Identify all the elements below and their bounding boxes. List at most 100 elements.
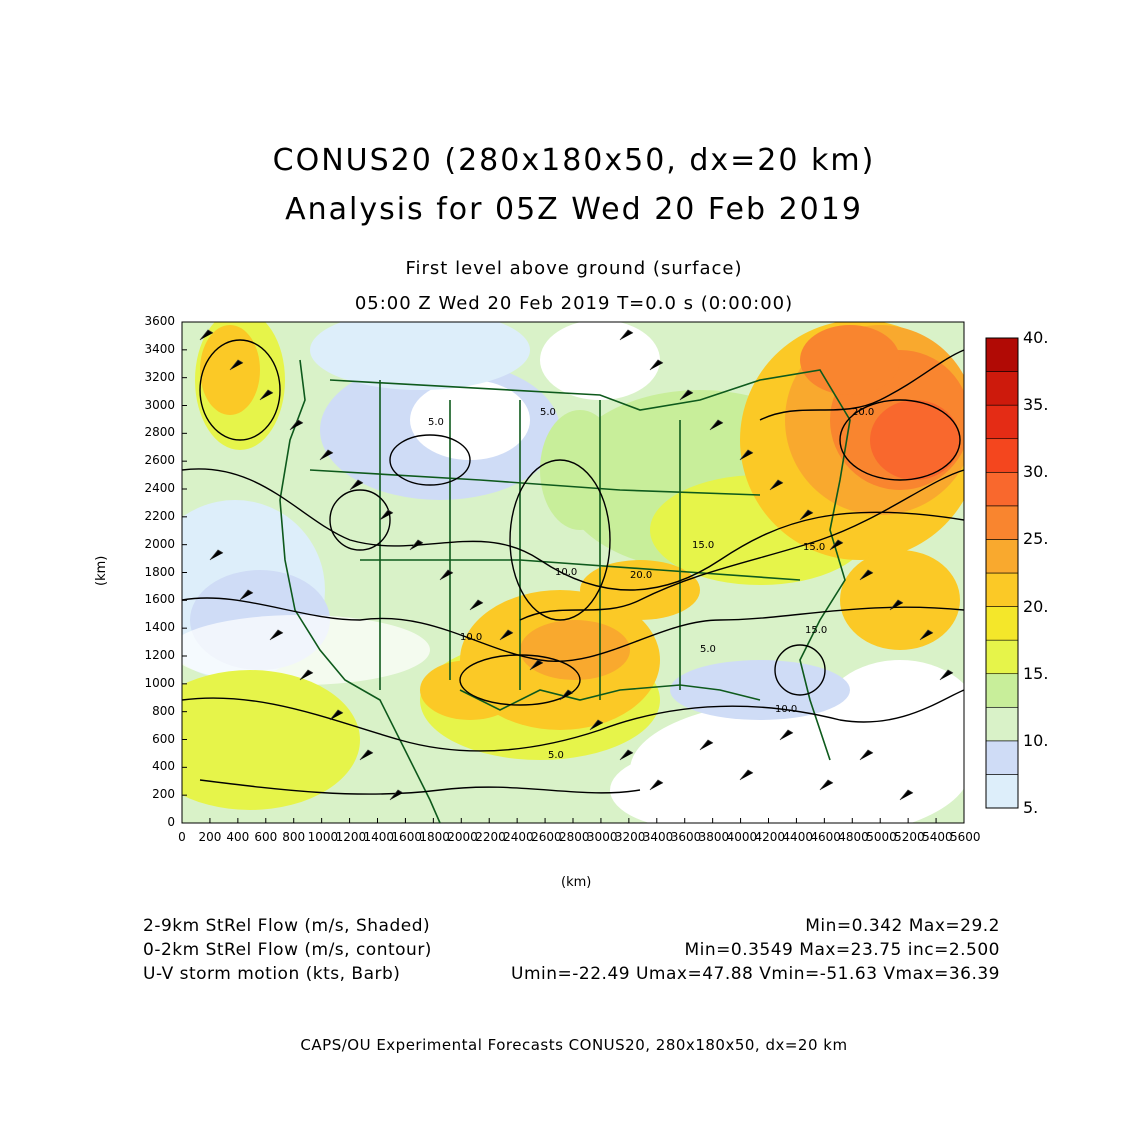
x-tick-label: 5600 — [950, 830, 981, 844]
y-tick-label: 2000 — [144, 536, 175, 551]
x-tick-label: 2000 — [447, 830, 478, 844]
x-tick-label: 2600 — [531, 830, 562, 844]
colorbar-swatch — [985, 673, 1019, 708]
colorbar-swatch — [985, 774, 1019, 809]
y-tick-label: 200 — [152, 787, 175, 802]
y-tick-label: 1400 — [144, 620, 175, 635]
x-tick-label: 4800 — [838, 830, 869, 844]
shaded-field — [182, 322, 964, 823]
colorbar-swatch — [985, 639, 1019, 675]
colorbar-label: 30. — [1023, 462, 1049, 482]
geographic-boundaries — [279, 359, 851, 823]
x-tick-label: 5400 — [922, 830, 953, 844]
colorbar-swatch — [985, 505, 1019, 540]
contour-lines — [182, 339, 964, 795]
y-tick-label: 1800 — [144, 564, 175, 579]
contour-label: 5.0 — [548, 750, 564, 761]
colorbar-label: 40. — [1023, 328, 1049, 347]
y-axis-ticks — [182, 321, 187, 824]
x-tick-label: 800 — [282, 830, 306, 844]
x-tick-label: 3600 — [670, 830, 702, 844]
x-tick-label: 1200 — [335, 830, 367, 844]
contour-label: 5.0 — [428, 417, 444, 428]
x-tick-label: 1400 — [363, 830, 395, 844]
colorbar-swatch — [985, 740, 1019, 775]
x-tick-label: 1600 — [391, 830, 422, 844]
shaded-field-name: 2-9km StRel Flow (m/s, Shaded) — [143, 916, 431, 936]
x-tick-label: 3800 — [698, 830, 730, 844]
x-tick-label: 4600 — [810, 830, 841, 844]
contour-label: 5.0 — [700, 644, 716, 655]
x-tick-label: 5200 — [894, 830, 925, 844]
y-tick-label: 2400 — [144, 481, 175, 495]
wind-barbs — [199, 329, 954, 801]
x-tick-label: 600 — [254, 830, 278, 844]
x-axis-ticks — [181, 818, 965, 823]
contour-label: 15.0 — [805, 625, 827, 636]
contour-label: 5.0 — [540, 407, 556, 418]
colorbar-swatch — [985, 404, 1019, 440]
footer-credit: CAPS/OU Experimental Forecasts CONUS20, … — [300, 1036, 848, 1054]
contour-label: 10.0 — [555, 567, 577, 578]
y-tick-label: 1600 — [144, 592, 175, 607]
y-tick-label: 0 — [167, 815, 175, 829]
x-tick-label: 2400 — [503, 830, 534, 844]
contour-label: 15.0 — [803, 542, 825, 553]
y-tick-label: 400 — [152, 759, 175, 774]
contour-label: 20.0 — [630, 570, 652, 581]
shaded-field-stats: Min=0.342 Max=29.2 — [805, 916, 1000, 936]
y-tick-label: 1200 — [144, 648, 175, 662]
y-tick-label: 3400 — [144, 341, 175, 356]
figure-title-line2: Analysis for 05Z Wed 20 Feb 2019 — [285, 192, 863, 227]
y-tick-label: 3000 — [144, 397, 175, 412]
figure-title-line1: CONUS20 (280x180x50, dx=20 km) — [272, 143, 876, 178]
contour-field-stats: Min=0.3549 Max=23.75 inc=2.500 — [684, 940, 1000, 960]
contour-label: 10.0 — [775, 704, 797, 715]
x-tick-label: 4000 — [726, 830, 758, 844]
colorbar-swatch — [985, 337, 1019, 372]
y-tick-label: 600 — [152, 731, 175, 746]
y-axis-label: (km) — [94, 555, 109, 586]
x-tick-label: 2800 — [559, 830, 590, 844]
colorbar-swatch — [985, 706, 1019, 742]
x-axis-label: (km) — [561, 875, 592, 890]
time-subtitle: 05:00 Z Wed 20 Feb 2019 T=0.0 s (0:00:00… — [354, 293, 794, 314]
x-tick-label: 0 — [178, 830, 186, 844]
y-tick-label: 2800 — [144, 425, 175, 440]
colorbar-swatch — [985, 572, 1019, 607]
colorbar-frame — [985, 337, 1019, 809]
y-tick-label: 2200 — [144, 508, 175, 523]
x-tick-label: 2200 — [475, 830, 506, 844]
colorbar-swatch — [985, 606, 1019, 641]
x-tick-label: 4400 — [782, 830, 813, 844]
x-tick-label: 3200 — [614, 830, 646, 844]
x-tick-label: 1000 — [307, 830, 339, 844]
colorbar-swatch — [985, 539, 1019, 574]
y-tick-label: 2600 — [144, 453, 175, 468]
contour-field-name: 0-2km StRel Flow (m/s, contour) — [143, 940, 432, 960]
colorbar-label: 25. — [1023, 529, 1049, 549]
y-tick-label: 3600 — [144, 314, 175, 328]
x-tick-label: 400 — [226, 830, 250, 844]
barb-field-stats: Umin=-22.49 Umax=47.88 Vmin=-51.63 Vmax=… — [511, 964, 1000, 984]
x-tick-label: 3400 — [642, 830, 674, 844]
x-tick-label: 200 — [198, 830, 222, 844]
colorbar — [985, 337, 1019, 809]
contour-label: 10.0 — [460, 632, 482, 643]
y-tick-label: 800 — [152, 703, 175, 718]
contour-label: 20.0 — [852, 407, 874, 418]
colorbar-label: 5. — [1023, 798, 1039, 817]
contour-label: 15.0 — [692, 540, 714, 551]
colorbar-label: 15. — [1023, 663, 1049, 683]
y-tick-label: 3200 — [144, 369, 175, 384]
colorbar-label: 20. — [1023, 596, 1049, 616]
colorbar-label: 35. — [1023, 395, 1049, 415]
barb-field-name: U-V storm motion (kts, Barb) — [143, 964, 401, 984]
contour-label-group: 5.0 5.0 10.0 20.0 15.0 15.0 20.0 10.0 5.… — [428, 407, 874, 761]
level-subtitle: First level above ground (surface) — [405, 258, 743, 279]
x-tick-label: 3000 — [586, 830, 618, 844]
x-tick-label: 5000 — [866, 830, 897, 844]
x-tick-label: 1800 — [419, 830, 450, 844]
colorbar-label: 10. — [1023, 730, 1049, 750]
